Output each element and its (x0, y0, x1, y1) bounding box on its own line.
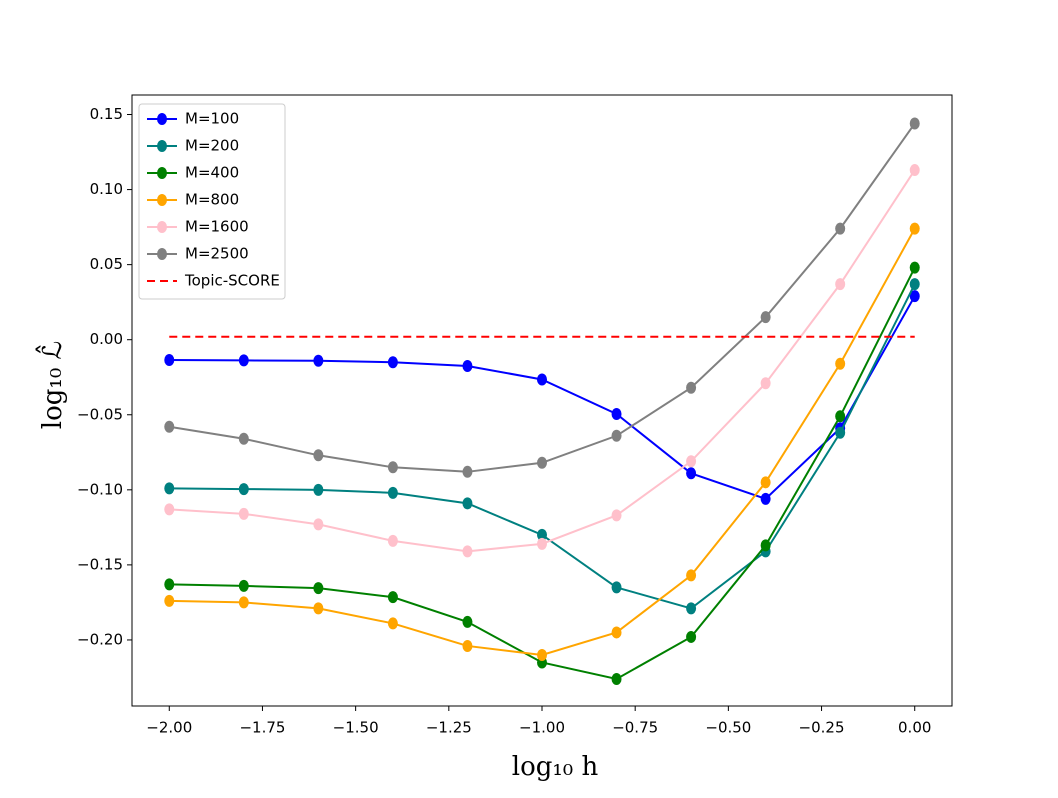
x-tick-label: −1.75 (239, 719, 285, 737)
data-point (686, 467, 697, 480)
data-point (909, 164, 920, 177)
data-point (611, 429, 622, 442)
data-point (313, 483, 324, 496)
data-point (611, 408, 622, 421)
data-point (238, 354, 249, 367)
data-point (313, 582, 324, 595)
legend-marker (157, 221, 167, 233)
legend-marker (157, 140, 167, 152)
legend-marker (157, 194, 167, 206)
data-point (387, 617, 398, 630)
data-point (164, 578, 175, 591)
legend-marker (157, 167, 167, 179)
legend-label: M=1600 (185, 218, 249, 236)
x-tick-label: −2.00 (146, 719, 192, 737)
x-tick-label: 0.00 (898, 719, 931, 737)
data-point (238, 507, 249, 520)
data-point (760, 377, 771, 390)
data-point (909, 290, 920, 303)
data-point (164, 503, 175, 516)
data-point (462, 359, 473, 372)
data-point (686, 569, 697, 582)
y-tick-label: −0.15 (77, 555, 123, 573)
y-tick-label: −0.05 (77, 405, 123, 423)
data-point (760, 476, 771, 489)
legend-label: M=100 (185, 110, 239, 128)
data-point (537, 456, 547, 469)
data-point (760, 311, 771, 324)
x-tick-label: −0.25 (799, 719, 845, 737)
data-point (835, 357, 846, 370)
data-point (835, 222, 846, 235)
data-point (164, 420, 175, 433)
data-point (387, 591, 398, 604)
data-point (462, 639, 473, 652)
data-point (909, 222, 920, 235)
data-point (164, 594, 175, 607)
y-tick-label: 0.05 (90, 255, 123, 273)
data-point (835, 410, 846, 423)
data-point (462, 545, 473, 558)
data-point (760, 539, 771, 552)
data-point (909, 117, 920, 130)
data-point (313, 602, 324, 615)
legend-label: M=400 (185, 164, 239, 182)
data-point (313, 518, 324, 531)
data-point (835, 426, 846, 439)
data-point (686, 602, 697, 615)
data-point (686, 455, 697, 468)
y-tick-label: 0.15 (90, 105, 123, 123)
y-tick-label: −0.20 (77, 630, 123, 648)
legend-label: Topic-SCORE (184, 272, 280, 290)
y-tick-label: 0.10 (90, 180, 123, 198)
data-point (611, 626, 622, 639)
data-point (686, 381, 697, 394)
data-point (164, 482, 175, 495)
y-tick-label: −0.10 (77, 480, 123, 498)
data-point (313, 354, 324, 367)
data-point (387, 356, 398, 369)
data-point (238, 579, 249, 592)
legend-box (138, 103, 286, 300)
data-point (387, 461, 398, 474)
data-point (611, 509, 622, 522)
y-tick-label: 0.00 (90, 330, 123, 348)
data-point (238, 596, 249, 609)
legend-label: M=200 (185, 137, 239, 155)
data-point (313, 449, 324, 462)
legend-marker (157, 248, 167, 260)
data-point (462, 615, 473, 628)
x-tick-label: −0.75 (612, 719, 658, 737)
data-point (611, 581, 622, 594)
data-point (909, 278, 920, 291)
data-point (537, 528, 547, 541)
data-point (537, 373, 547, 386)
data-point (760, 492, 771, 505)
x-tick-label: −1.50 (333, 719, 379, 737)
data-point (611, 672, 622, 685)
data-point (238, 432, 249, 445)
y-axis-label: log₁₀ ℒ̂ (35, 341, 68, 429)
data-point (537, 537, 547, 550)
data-point (835, 278, 846, 291)
legend-label: M=800 (185, 191, 239, 209)
data-point (462, 497, 473, 510)
x-tick-label: −0.50 (705, 719, 751, 737)
data-point (909, 261, 920, 274)
legend-label: M=2500 (185, 245, 249, 263)
data-point (462, 465, 473, 478)
data-point (238, 483, 249, 496)
x-axis-label: log₁₀ h (512, 752, 599, 782)
legend-marker (157, 113, 167, 125)
x-tick-label: −1.25 (426, 719, 472, 737)
data-point (164, 353, 175, 366)
data-point (387, 534, 398, 547)
x-tick-label: −1.00 (519, 719, 565, 737)
data-point (387, 486, 398, 499)
data-point (686, 630, 697, 643)
data-point (537, 648, 547, 661)
series-line (169, 267, 916, 681)
